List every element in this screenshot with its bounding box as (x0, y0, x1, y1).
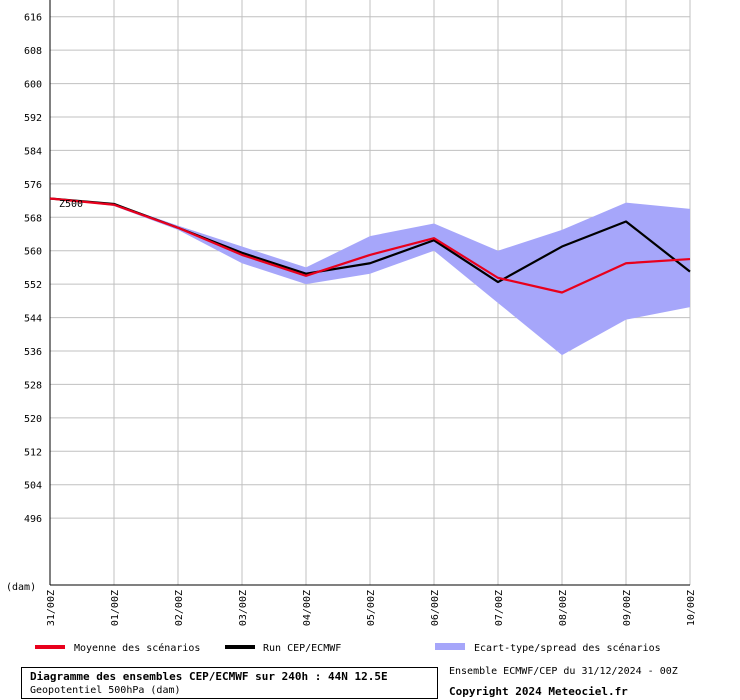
y-tick-label: 536 (24, 347, 42, 358)
y-tick-label: 504 (24, 481, 42, 492)
x-tick-label: 09/00Z (622, 590, 633, 626)
x-tick-label: 04/00Z (302, 590, 313, 626)
x-tick-label: 07/00Z (494, 590, 505, 626)
chart-subtitle: Geopotentiel 500hPa (dam) (30, 685, 181, 696)
info-box: Diagramme des ensembles CEP/ECMWF sur 24… (21, 667, 438, 699)
y-tick-label: 552 (24, 280, 42, 291)
x-tick-label: 05/00Z (366, 590, 377, 626)
y-tick-label: 528 (24, 380, 42, 391)
x-tick-label: 02/00Z (174, 590, 185, 626)
spread-band (50, 198, 690, 356)
x-tick-label: 06/00Z (430, 590, 441, 626)
y-tick-label: 496 (24, 514, 42, 525)
spread-layer (50, 198, 690, 356)
y-tick-label: 576 (24, 180, 42, 191)
legend-spread-label: Ecart-type/spread des scénarios (474, 642, 661, 654)
legend-run-label: Run CEP/ECMWF (263, 643, 341, 654)
x-tick-label: 31/00Z (46, 590, 57, 626)
y-axis-ticks: 616 608 600 592 584 576 568 560 552 544 536 528 520 5… (24, 13, 42, 525)
y-tick-label: 600 (24, 80, 42, 91)
x-tick-label: 08/00Z (558, 590, 569, 626)
y-tick-label: 520 (24, 414, 42, 425)
legend-mean-label: Moyenne des scénarios (74, 642, 200, 654)
x-tick-label: 01/00Z (110, 590, 121, 626)
x-tick-label: 03/00Z (238, 590, 249, 626)
legend: Moyenne des scénarios Run CEP/ECMWF Ecar… (35, 642, 661, 654)
y-tick-label: 512 (24, 447, 42, 458)
legend-mean-swatch (35, 645, 65, 649)
y-tick-label: 592 (24, 113, 42, 124)
y-tick-label: 584 (24, 146, 42, 157)
legend-run-swatch (225, 645, 255, 649)
mean-series-line (49, 197, 691, 294)
y-tick-label: 608 (24, 46, 42, 57)
y-unit-label: (dam) (6, 582, 36, 593)
y-tick-label: 560 (24, 247, 42, 258)
x-axis-ticks: 31/00Z 01/00Z 02/00Z 03/00Z 04/00Z 05/00Z 06/0… (46, 590, 697, 626)
x-tick-label: 10/00Z (686, 590, 697, 626)
copyright: Copyright 2024 Meteociel.fr (449, 685, 628, 698)
y-tick-label: 568 (24, 213, 42, 224)
chart-title: Diagramme des ensembles CEP/ECMWF sur 24… (30, 670, 388, 683)
y-tick-label: 616 (24, 13, 42, 24)
z500-annotation: Z500 (59, 199, 83, 210)
legend-spread-swatch (435, 643, 465, 650)
run-info: Ensemble ECMWF/CEP du 31/12/2024 - 00Z (449, 666, 678, 677)
line-layer (49, 197, 691, 294)
y-tick-label: 544 (24, 314, 42, 325)
